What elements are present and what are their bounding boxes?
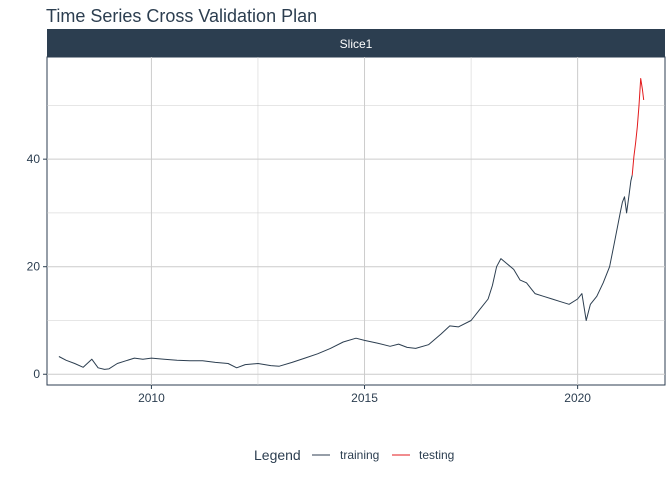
y-axis-ticks: 0 20 40 <box>27 152 47 381</box>
facet-strip-label: Slice1 <box>340 37 373 51</box>
chart-title: Time Series Cross Validation Plan <box>46 6 318 26</box>
legend-label-testing: testing <box>419 448 454 462</box>
series-line-testing <box>631 78 645 176</box>
plot-panel <box>46 56 666 386</box>
x-axis-ticks: 2010 2015 2020 <box>138 385 591 405</box>
legend: Legend training testing <box>254 447 454 463</box>
legend-title: Legend <box>254 447 301 463</box>
y-tick-label: 0 <box>33 367 40 381</box>
legend-label-training: training <box>340 448 379 462</box>
y-tick-label: 20 <box>27 260 41 274</box>
x-tick-label: 2020 <box>564 391 591 405</box>
series-lines <box>58 78 645 370</box>
y-tick-label: 40 <box>27 152 41 166</box>
x-tick-label: 2010 <box>138 391 165 405</box>
series-line-training <box>58 175 633 370</box>
facet-strip <box>47 29 665 57</box>
grid-lines <box>47 57 665 385</box>
x-tick-label: 2015 <box>351 391 378 405</box>
